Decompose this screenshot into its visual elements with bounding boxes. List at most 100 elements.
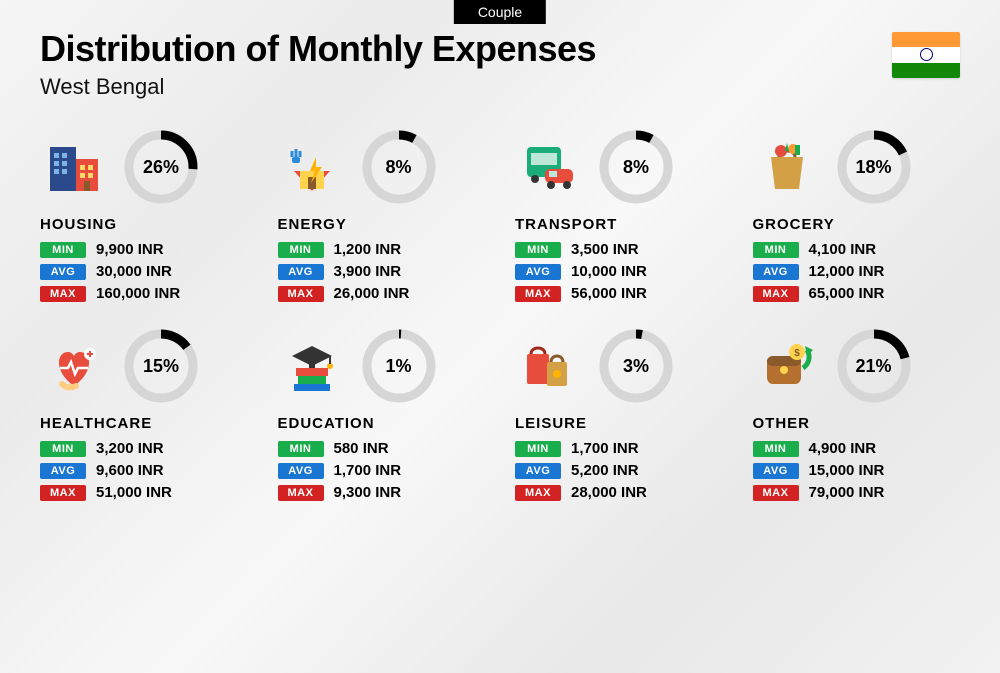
category-card-grocery: 18% GROCERY MIN 4,100 INR AVG 12,000 INR… [753, 128, 961, 307]
stat-max: MAX 79,000 INR [753, 484, 961, 501]
max-value: 51,000 INR [96, 484, 172, 501]
min-value: 4,100 INR [809, 241, 877, 258]
min-badge: MIN [753, 242, 799, 258]
stat-min: MIN 580 INR [278, 440, 486, 457]
healthcare-icon [40, 332, 108, 400]
stat-avg: AVG 5,200 INR [515, 462, 723, 479]
percent-value: 1% [360, 327, 438, 405]
avg-value: 9,600 INR [96, 462, 164, 479]
stat-max: MAX 56,000 INR [515, 285, 723, 302]
avg-badge: AVG [753, 264, 799, 280]
stat-avg: AVG 9,600 INR [40, 462, 248, 479]
categories-grid: 26% HOUSING MIN 9,900 INR AVG 30,000 INR… [0, 110, 1000, 536]
percent-value: 8% [360, 128, 438, 206]
avg-value: 3,900 INR [334, 263, 402, 280]
category-card-healthcare: 15% HEALTHCARE MIN 3,200 INR AVG 9,600 I… [40, 327, 248, 506]
max-value: 160,000 INR [96, 285, 180, 302]
percent-donut: 26% [122, 128, 200, 206]
min-value: 9,900 INR [96, 241, 164, 258]
min-value: 580 INR [334, 440, 389, 457]
max-value: 28,000 INR [571, 484, 647, 501]
stat-avg: AVG 1,700 INR [278, 462, 486, 479]
avg-value: 5,200 INR [571, 462, 639, 479]
avg-badge: AVG [40, 264, 86, 280]
category-card-housing: 26% HOUSING MIN 9,900 INR AVG 30,000 INR… [40, 128, 248, 307]
energy-icon [278, 133, 346, 201]
percent-value: 3% [597, 327, 675, 405]
category-name: GROCERY [753, 216, 961, 233]
avg-badge: AVG [40, 463, 86, 479]
max-value: 9,300 INR [334, 484, 402, 501]
stat-max: MAX 28,000 INR [515, 484, 723, 501]
grocery-icon [753, 133, 821, 201]
category-name: OTHER [753, 415, 961, 432]
category-card-education: 1% EDUCATION MIN 580 INR AVG 1,700 INR M… [278, 327, 486, 506]
min-value: 1,700 INR [571, 440, 639, 457]
category-card-transport: 8% TRANSPORT MIN 3,500 INR AVG 10,000 IN… [515, 128, 723, 307]
percent-value: 18% [835, 128, 913, 206]
min-badge: MIN [278, 242, 324, 258]
avg-badge: AVG [753, 463, 799, 479]
category-name: HOUSING [40, 216, 248, 233]
header: Distribution of Monthly Expenses West Be… [0, 0, 1000, 110]
page-title: Distribution of Monthly Expenses [40, 28, 960, 70]
percent-donut: 15% [122, 327, 200, 405]
stat-min: MIN 4,100 INR [753, 241, 961, 258]
min-badge: MIN [515, 242, 561, 258]
avg-value: 15,000 INR [809, 462, 885, 479]
percent-donut: 18% [835, 128, 913, 206]
min-value: 1,200 INR [334, 241, 402, 258]
region-subtitle: West Bengal [40, 74, 960, 100]
leisure-icon [515, 332, 583, 400]
max-badge: MAX [278, 485, 324, 501]
max-badge: MAX [278, 286, 324, 302]
category-name: TRANSPORT [515, 216, 723, 233]
avg-value: 1,700 INR [334, 462, 402, 479]
category-name: LEISURE [515, 415, 723, 432]
max-value: 79,000 INR [809, 484, 885, 501]
min-badge: MIN [753, 441, 799, 457]
category-card-leisure: 3% LEISURE MIN 1,700 INR AVG 5,200 INR M… [515, 327, 723, 506]
max-value: 26,000 INR [334, 285, 410, 302]
category-name: HEALTHCARE [40, 415, 248, 432]
percent-donut: 8% [360, 128, 438, 206]
percent-donut: 1% [360, 327, 438, 405]
max-badge: MAX [515, 286, 561, 302]
category-card-energy: 8% ENERGY MIN 1,200 INR AVG 3,900 INR MA… [278, 128, 486, 307]
stat-max: MAX 9,300 INR [278, 484, 486, 501]
avg-badge: AVG [278, 264, 324, 280]
stat-avg: AVG 15,000 INR [753, 462, 961, 479]
max-value: 65,000 INR [809, 285, 885, 302]
stat-max: MAX 160,000 INR [40, 285, 248, 302]
avg-badge: AVG [515, 264, 561, 280]
category-card-other: 21% OTHER MIN 4,900 INR AVG 15,000 INR M… [753, 327, 961, 506]
stat-avg: AVG 12,000 INR [753, 263, 961, 280]
max-badge: MAX [40, 286, 86, 302]
percent-value: 8% [597, 128, 675, 206]
min-badge: MIN [278, 441, 324, 457]
min-badge: MIN [40, 441, 86, 457]
min-badge: MIN [515, 441, 561, 457]
stat-min: MIN 1,200 INR [278, 241, 486, 258]
stat-max: MAX 26,000 INR [278, 285, 486, 302]
min-value: 4,900 INR [809, 440, 877, 457]
avg-value: 12,000 INR [809, 263, 885, 280]
education-icon [278, 332, 346, 400]
avg-badge: AVG [515, 463, 561, 479]
category-name: ENERGY [278, 216, 486, 233]
stat-avg: AVG 10,000 INR [515, 263, 723, 280]
india-flag-icon [892, 32, 960, 78]
avg-badge: AVG [278, 463, 324, 479]
stat-max: MAX 65,000 INR [753, 285, 961, 302]
percent-donut: 21% [835, 327, 913, 405]
transport-icon [515, 133, 583, 201]
category-name: EDUCATION [278, 415, 486, 432]
stat-avg: AVG 30,000 INR [40, 263, 248, 280]
max-badge: MAX [515, 485, 561, 501]
min-value: 3,500 INR [571, 241, 639, 258]
min-badge: MIN [40, 242, 86, 258]
max-badge: MAX [40, 485, 86, 501]
percent-value: 15% [122, 327, 200, 405]
max-value: 56,000 INR [571, 285, 647, 302]
max-badge: MAX [753, 286, 799, 302]
